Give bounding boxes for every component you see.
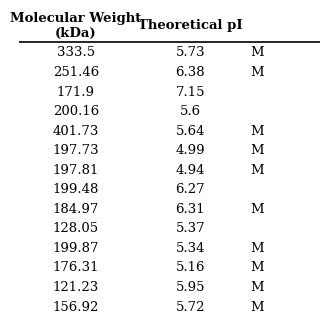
Text: M: M: [251, 203, 264, 216]
Text: 5.64: 5.64: [176, 125, 205, 138]
Text: 197.81: 197.81: [52, 164, 99, 177]
Text: M: M: [251, 164, 264, 177]
Text: M: M: [251, 300, 264, 314]
Text: M: M: [251, 125, 264, 138]
Text: 197.73: 197.73: [52, 144, 99, 157]
Text: 5.37: 5.37: [176, 222, 205, 235]
Text: 7.15: 7.15: [176, 85, 205, 99]
Text: 6.27: 6.27: [176, 183, 205, 196]
Text: 5.95: 5.95: [176, 281, 205, 294]
Text: M: M: [251, 66, 264, 79]
Text: 5.6: 5.6: [180, 105, 201, 118]
Text: 6.31: 6.31: [176, 203, 205, 216]
Text: 199.87: 199.87: [52, 242, 99, 255]
Text: 401.73: 401.73: [52, 125, 99, 138]
Text: 121.23: 121.23: [53, 281, 99, 294]
Text: M: M: [251, 281, 264, 294]
Text: 176.31: 176.31: [52, 261, 99, 275]
Text: M: M: [251, 261, 264, 275]
Text: 156.92: 156.92: [52, 300, 99, 314]
Text: 5.73: 5.73: [176, 46, 205, 60]
Text: M: M: [251, 242, 264, 255]
Text: 5.34: 5.34: [176, 242, 205, 255]
Text: 333.5: 333.5: [57, 46, 95, 60]
Text: 128.05: 128.05: [53, 222, 99, 235]
Text: 5.72: 5.72: [176, 300, 205, 314]
Text: 5.16: 5.16: [176, 261, 205, 275]
Text: 4.94: 4.94: [176, 164, 205, 177]
Text: M: M: [251, 46, 264, 60]
Text: M: M: [251, 144, 264, 157]
Text: 199.48: 199.48: [52, 183, 99, 196]
Text: 4.99: 4.99: [176, 144, 205, 157]
Text: 184.97: 184.97: [52, 203, 99, 216]
Text: 251.46: 251.46: [53, 66, 99, 79]
Text: Theoretical pI: Theoretical pI: [138, 19, 243, 32]
Text: Molecular Weight
(kDa): Molecular Weight (kDa): [10, 12, 141, 40]
Text: 6.38: 6.38: [176, 66, 205, 79]
Text: 171.9: 171.9: [57, 85, 95, 99]
Text: 200.16: 200.16: [53, 105, 99, 118]
